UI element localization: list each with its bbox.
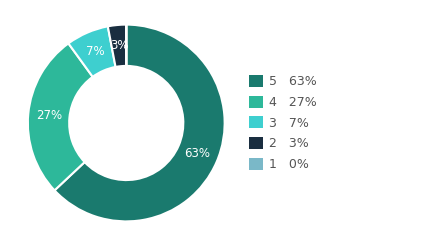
Text: 63%: 63% bbox=[185, 147, 210, 160]
Text: 27%: 27% bbox=[36, 109, 62, 122]
Text: 3%: 3% bbox=[110, 39, 128, 52]
Legend: 5   63%, 4   27%, 3   7%, 2   3%, 1   0%: 5 63%, 4 27%, 3 7%, 2 3%, 1 0% bbox=[249, 75, 317, 171]
Wedge shape bbox=[108, 25, 126, 67]
Wedge shape bbox=[28, 43, 93, 190]
Wedge shape bbox=[68, 26, 116, 77]
Text: 7%: 7% bbox=[86, 45, 105, 58]
Wedge shape bbox=[54, 25, 225, 221]
